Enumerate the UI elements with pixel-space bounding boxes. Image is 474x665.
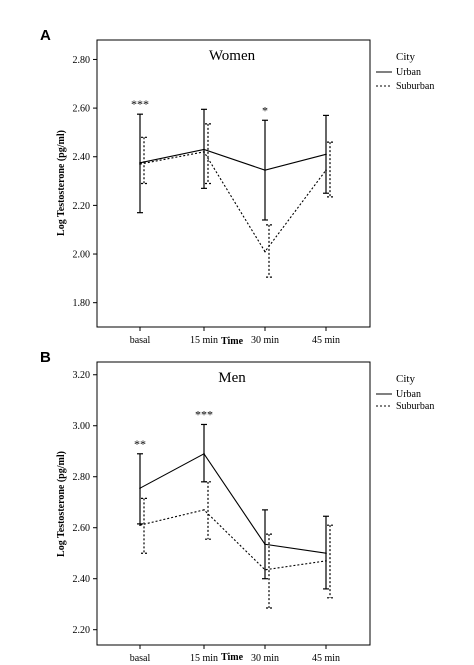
panel-a-x-axis-label: Time — [221, 336, 244, 347]
panel-a-legend-suburban-label: Suburban — [396, 81, 434, 92]
panel-a-y-tick-label: 2.40 — [73, 152, 91, 163]
panel-b-legend: City Urban Suburban — [376, 373, 434, 412]
panel-b-plot-frame — [96, 361, 371, 646]
panel-a-legend-title: City — [396, 51, 415, 63]
panel-b-y-ticks: 2.20 2.40 2.60 2.80 3.00 3.20 — [73, 370, 97, 636]
panel-b-legend-urban-label: Urban — [396, 389, 421, 400]
panel-a-y-axis-label: Log Testosterone (pg/ml) — [56, 130, 67, 236]
panel-b-y-tick-label: 2.80 — [73, 472, 91, 483]
panel-b-x-axis-label: Time — [221, 652, 244, 663]
panel-b-y-tick-label: 2.40 — [73, 574, 91, 585]
panel-a-x-ticks: basal 15 min 30 min 45 min — [130, 327, 340, 346]
panel-a-urban-point — [325, 153, 327, 156]
panel-b-legend-suburban-label: Suburban — [396, 401, 434, 412]
panel-a: A Women 1.80 2.00 2.20 2.40 2.60 2.80 basal 15… — [40, 27, 434, 347]
panel-a-letter: A — [40, 27, 51, 44]
panel-a-legend: City Urban Suburban — [376, 51, 434, 92]
panel-a-title: Women — [209, 48, 256, 64]
panel-b-urban-line — [139, 453, 327, 554]
panel-b-urban-point — [325, 552, 327, 555]
panel-a-significance-mark: *** — [131, 97, 149, 111]
panel-b-urban-point — [264, 543, 266, 546]
panel-a-x-tick-label: basal — [130, 335, 151, 346]
panel-b-suburban-point — [203, 509, 205, 511]
panel-a-y-ticks: 1.80 2.00 2.20 2.40 2.60 2.80 — [73, 55, 97, 309]
panel-a-x-tick-label: 45 min — [312, 335, 340, 346]
panel-b-y-axis-label: Log Testosterone (pg/ml) — [56, 451, 67, 557]
panel-b-y-tick-label: 3.00 — [73, 421, 91, 432]
panel-a-urban-point — [139, 162, 141, 164]
panel-b-x-tick-label: basal — [130, 653, 151, 664]
panel-a-y-tick-label: 2.20 — [73, 201, 91, 212]
panel-a-y-tick-label: 2.00 — [73, 250, 91, 261]
panel-a-urban-point — [203, 148, 205, 151]
panel-b-suburban-point — [325, 560, 327, 562]
panel-a-urban-line — [139, 148, 327, 171]
panel-b-suburban-line — [139, 509, 327, 571]
panel-b: B Men 2.20 2.40 2.60 2.80 3.00 3.20 basal 15 m… — [40, 349, 434, 664]
panel-b-urban-point — [203, 452, 205, 455]
panel-b-x-ticks: basal 15 min 30 min 45 min — [130, 645, 340, 664]
panel-b-x-tick-label: 30 min — [251, 653, 279, 664]
panel-b-significance: ***** — [134, 407, 213, 450]
panel-a-y-tick-label: 1.80 — [73, 298, 91, 309]
panel-b-urban-point — [139, 487, 141, 490]
panel-b-series — [137, 423, 333, 609]
panel-a-y-tick-label: 2.80 — [73, 55, 91, 66]
panel-a-plot-frame — [96, 39, 371, 328]
panel-a-suburban-line — [139, 151, 327, 253]
panel-a-suburban-point — [203, 151, 205, 153]
panel-a-suburban-point — [264, 250, 266, 253]
panel-a-significance-mark: * — [262, 103, 268, 117]
panel-a-suburban-point — [139, 163, 141, 165]
panel-a-legend-urban-label: Urban — [396, 67, 421, 78]
panel-a-x-tick-label: 30 min — [251, 335, 279, 346]
panel-b-legend-title: City — [396, 373, 415, 385]
panel-b-significance-mark: ** — [134, 437, 146, 451]
panel-a-y-tick-label: 2.60 — [73, 104, 91, 115]
panel-b-suburban-point — [139, 524, 141, 526]
panel-a-series — [137, 108, 333, 278]
panel-b-x-tick-label: 15 min — [190, 653, 218, 664]
panel-b-suburban-point — [264, 568, 266, 571]
panel-b-letter: B — [40, 349, 51, 366]
panel-b-x-tick-label: 45 min — [312, 653, 340, 664]
panel-a-x-tick-label: 15 min — [190, 335, 218, 346]
panel-b-significance-mark: *** — [195, 407, 213, 421]
panel-a-urban-point — [264, 169, 266, 171]
panel-a-significance: *** * — [131, 97, 268, 117]
panel-a-suburban-point — [325, 169, 327, 171]
panel-b-y-tick-label: 2.20 — [73, 625, 91, 636]
panel-b-y-tick-label: 3.20 — [73, 370, 91, 381]
panel-b-title: Men — [218, 370, 246, 386]
panel-b-y-tick-label: 2.60 — [73, 523, 91, 534]
